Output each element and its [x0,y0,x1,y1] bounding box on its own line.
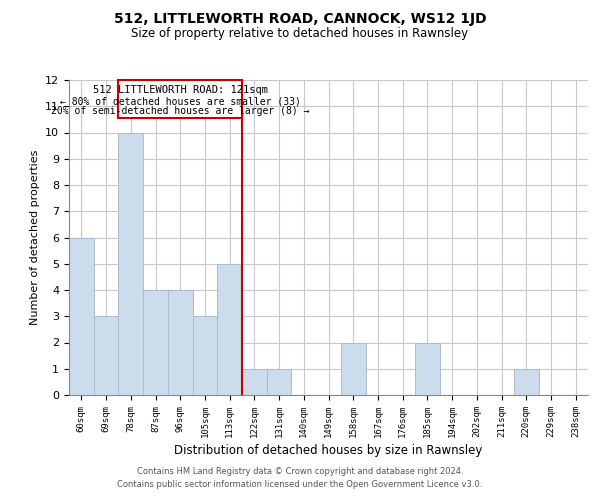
Y-axis label: Number of detached properties: Number of detached properties [29,150,40,325]
Bar [267,369,292,395]
Bar [193,316,217,395]
FancyBboxPatch shape [118,80,242,118]
Bar [242,369,267,395]
Bar [69,238,94,395]
Text: Contains HM Land Registry data © Crown copyright and database right 2024.: Contains HM Land Registry data © Crown c… [137,467,463,476]
Bar [341,342,365,395]
Bar [514,369,539,395]
Text: 20% of semi-detached houses are larger (8) →: 20% of semi-detached houses are larger (… [51,106,310,116]
Bar [94,316,118,395]
Text: Size of property relative to detached houses in Rawnsley: Size of property relative to detached ho… [131,28,469,40]
Text: 512 LITTLEWORTH ROAD: 121sqm: 512 LITTLEWORTH ROAD: 121sqm [93,84,268,94]
Bar [415,342,440,395]
Text: ← 80% of detached houses are smaller (33): ← 80% of detached houses are smaller (33… [60,96,301,106]
Bar [217,264,242,395]
Text: 512, LITTLEWORTH ROAD, CANNOCK, WS12 1JD: 512, LITTLEWORTH ROAD, CANNOCK, WS12 1JD [113,12,487,26]
X-axis label: Distribution of detached houses by size in Rawnsley: Distribution of detached houses by size … [175,444,482,457]
Bar [143,290,168,395]
Bar [168,290,193,395]
Bar [118,132,143,395]
Text: Contains public sector information licensed under the Open Government Licence v3: Contains public sector information licen… [118,480,482,489]
